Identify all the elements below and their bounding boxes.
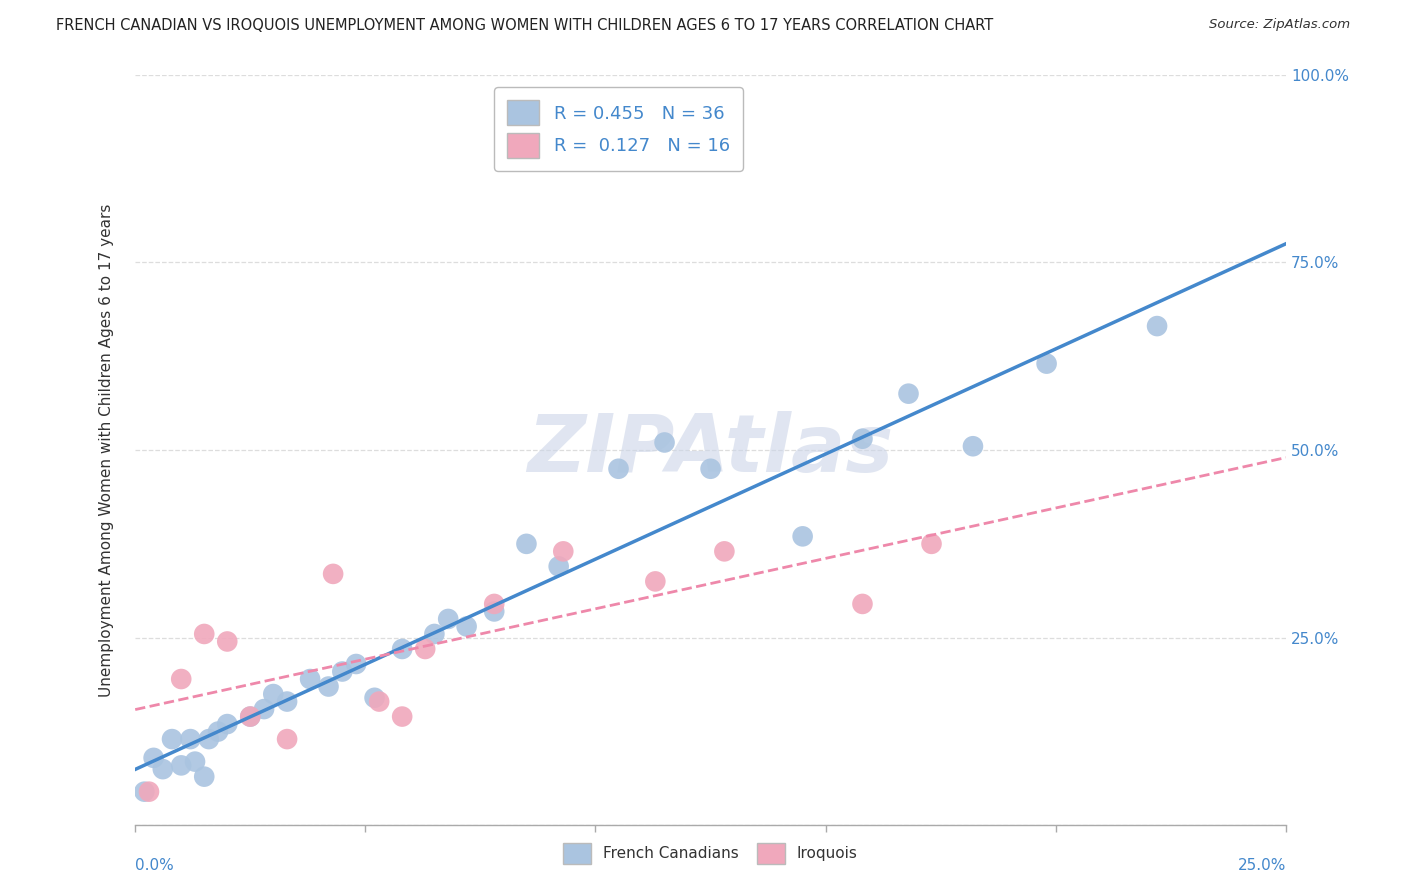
Legend: French Canadians, Iroquois: French Canadians, Iroquois	[557, 837, 863, 871]
Text: 25.0%: 25.0%	[1237, 858, 1286, 872]
Point	[318, 680, 340, 694]
Point	[456, 619, 478, 633]
Point	[897, 386, 920, 401]
Point	[962, 439, 984, 453]
Point	[413, 642, 436, 657]
Point	[322, 566, 344, 581]
Point	[276, 732, 298, 747]
Point	[193, 627, 215, 641]
Text: Source: ZipAtlas.com: Source: ZipAtlas.com	[1209, 18, 1350, 31]
Point	[484, 597, 506, 611]
Point	[423, 627, 446, 641]
Point	[484, 604, 506, 618]
Point	[142, 751, 165, 765]
Point	[654, 435, 676, 450]
Point	[134, 785, 156, 799]
Point	[179, 732, 201, 747]
Point	[391, 709, 413, 723]
Point	[851, 597, 873, 611]
Point	[184, 755, 207, 769]
Point	[391, 642, 413, 657]
Point	[217, 717, 239, 731]
Point	[515, 537, 537, 551]
Point	[607, 462, 630, 476]
Point	[363, 690, 385, 705]
Point	[170, 758, 193, 772]
Point	[851, 432, 873, 446]
Point	[276, 694, 298, 708]
Point	[239, 709, 262, 723]
Point	[152, 762, 174, 776]
Text: ZIPAtlas: ZIPAtlas	[527, 411, 894, 489]
Point	[547, 559, 569, 574]
Point	[193, 770, 215, 784]
Point	[699, 462, 721, 476]
Text: FRENCH CANADIAN VS IROQUOIS UNEMPLOYMENT AMONG WOMEN WITH CHILDREN AGES 6 TO 17 : FRENCH CANADIAN VS IROQUOIS UNEMPLOYMENT…	[56, 18, 994, 33]
Point	[138, 785, 160, 799]
Point	[207, 724, 229, 739]
Point	[713, 544, 735, 558]
Point	[792, 529, 814, 543]
Point	[170, 672, 193, 686]
Point	[160, 732, 183, 747]
Point	[1146, 319, 1168, 334]
Point	[1035, 357, 1057, 371]
Point	[344, 657, 367, 671]
Point	[437, 612, 460, 626]
Point	[644, 574, 666, 589]
Point	[299, 672, 322, 686]
Point	[217, 634, 239, 648]
Point	[253, 702, 276, 716]
Point	[330, 665, 353, 679]
Point	[368, 694, 391, 708]
Text: 0.0%: 0.0%	[135, 858, 174, 872]
Point	[262, 687, 284, 701]
Point	[921, 537, 943, 551]
Point	[239, 709, 262, 723]
Y-axis label: Unemployment Among Women with Children Ages 6 to 17 years: Unemployment Among Women with Children A…	[100, 203, 114, 697]
Point	[198, 732, 221, 747]
Point	[553, 544, 575, 558]
